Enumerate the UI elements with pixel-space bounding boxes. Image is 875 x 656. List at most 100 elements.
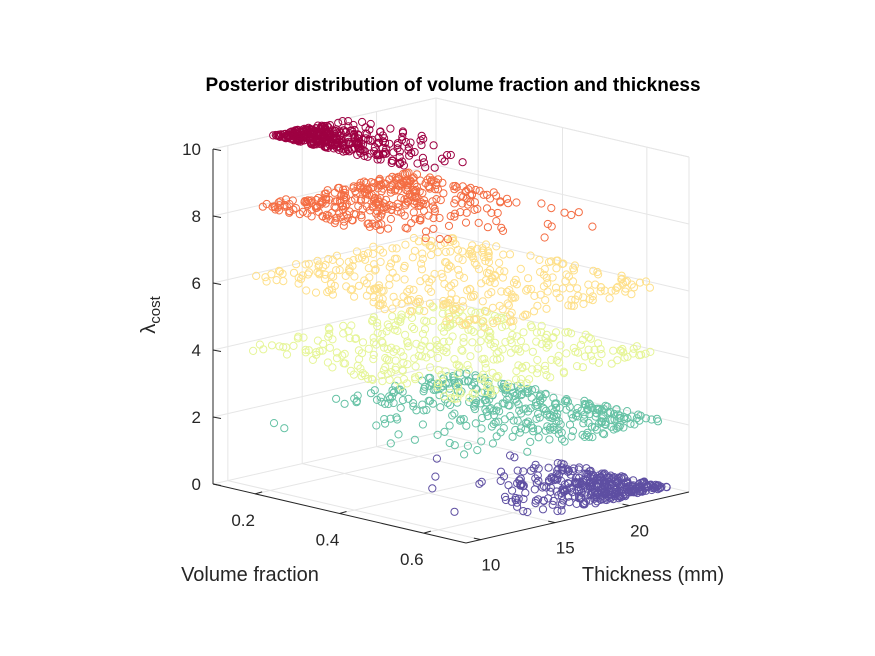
scatter-point bbox=[307, 212, 316, 221]
scatter-point bbox=[548, 500, 557, 509]
scatter-point bbox=[503, 383, 512, 392]
scatter-point bbox=[480, 323, 489, 332]
scatter-point bbox=[441, 247, 450, 257]
scatter-point bbox=[378, 206, 387, 215]
scatter-point bbox=[384, 356, 394, 365]
scatter-point bbox=[323, 288, 332, 297]
scatter-point bbox=[477, 279, 486, 288]
scatter-point bbox=[548, 414, 557, 423]
scatter-point bbox=[431, 185, 440, 194]
scatter-point bbox=[500, 267, 509, 276]
scatter-point bbox=[588, 222, 597, 231]
scatter-point bbox=[289, 341, 298, 350]
scatter-point bbox=[408, 253, 417, 262]
scatter-point bbox=[582, 497, 591, 506]
scatter-point bbox=[483, 381, 492, 390]
scatter-point bbox=[373, 207, 382, 216]
scatter-point bbox=[409, 399, 418, 408]
scatter-point bbox=[350, 272, 359, 281]
scatter-point bbox=[571, 411, 581, 420]
scatter-point bbox=[548, 333, 558, 342]
scatter-point bbox=[555, 358, 564, 367]
scatter-point bbox=[618, 279, 628, 288]
scatter-point bbox=[294, 273, 303, 282]
scatter-point bbox=[511, 344, 520, 354]
scatter-point bbox=[410, 435, 419, 444]
scatter-point bbox=[344, 266, 353, 275]
scatter-point bbox=[338, 202, 347, 211]
scatter-point bbox=[323, 135, 332, 144]
scatter-point bbox=[332, 354, 342, 363]
scatter-point bbox=[352, 138, 361, 147]
scatter-point bbox=[478, 297, 487, 306]
scatter-point bbox=[545, 435, 554, 444]
scatter-point bbox=[453, 394, 462, 403]
scatter-point bbox=[542, 338, 551, 347]
scatter-point bbox=[440, 427, 449, 436]
scatter-point bbox=[305, 135, 314, 144]
scatter-point bbox=[575, 494, 584, 503]
scatter-point bbox=[505, 250, 515, 259]
scatter-point bbox=[409, 208, 418, 217]
scatter-point bbox=[380, 305, 389, 314]
scatter-point bbox=[401, 199, 410, 208]
scatter-point bbox=[438, 273, 447, 282]
scatter-point bbox=[416, 345, 425, 354]
scatter-point bbox=[606, 494, 615, 503]
scatter-point bbox=[609, 425, 618, 434]
scatter-point bbox=[516, 424, 526, 433]
scatter-point bbox=[380, 399, 390, 408]
scatter-point bbox=[466, 183, 475, 192]
scatter-point bbox=[373, 284, 382, 294]
scatter-point bbox=[272, 276, 281, 285]
scatter-point bbox=[269, 131, 278, 140]
scatter-point bbox=[388, 392, 397, 401]
scatter-point bbox=[385, 175, 394, 184]
scatter-point bbox=[416, 201, 425, 210]
scatter-point bbox=[614, 473, 623, 482]
scatter-point bbox=[472, 261, 481, 270]
scatter-point bbox=[484, 290, 493, 299]
scatter-point bbox=[651, 482, 660, 491]
scatter-point bbox=[460, 377, 469, 386]
scatter-point bbox=[474, 218, 483, 227]
scatter-point bbox=[527, 323, 536, 332]
scatter-point bbox=[338, 351, 347, 360]
scatter-point bbox=[252, 271, 261, 280]
scatter-point bbox=[411, 362, 420, 371]
scatter-point bbox=[357, 372, 366, 381]
scatter-point bbox=[571, 295, 580, 304]
scatter-point bbox=[285, 207, 294, 216]
scatter-point bbox=[552, 356, 561, 365]
scatter-point bbox=[372, 421, 381, 430]
scatter-point bbox=[579, 419, 588, 428]
scatter-point bbox=[536, 390, 545, 399]
scatter-point bbox=[585, 467, 594, 476]
scatter-point bbox=[393, 174, 402, 183]
scatter-point bbox=[426, 363, 435, 372]
scatter-point bbox=[458, 247, 467, 256]
scatter-point bbox=[430, 269, 439, 279]
scatter-point bbox=[282, 343, 291, 352]
scatter-point bbox=[470, 400, 479, 409]
scatter-point bbox=[344, 117, 353, 126]
scatter-point bbox=[420, 196, 429, 205]
scatter-point bbox=[315, 347, 324, 356]
scatter-point bbox=[533, 364, 542, 373]
scatter-point bbox=[335, 131, 344, 140]
scatter-point bbox=[341, 185, 350, 194]
scatter-point bbox=[548, 273, 557, 282]
scatter-point bbox=[418, 420, 427, 429]
scatter-point bbox=[550, 425, 559, 434]
scatter-point bbox=[314, 262, 323, 271]
scatter-point bbox=[354, 139, 363, 148]
scatter-point bbox=[384, 399, 393, 409]
scatter-point bbox=[380, 415, 389, 424]
scatter-point bbox=[553, 506, 562, 516]
scatter-point bbox=[353, 361, 362, 370]
scatter-point bbox=[435, 213, 444, 223]
scatter-point bbox=[478, 370, 488, 379]
scatter-point bbox=[358, 117, 367, 127]
scatter-point bbox=[530, 291, 539, 300]
scatter-point bbox=[492, 372, 501, 381]
